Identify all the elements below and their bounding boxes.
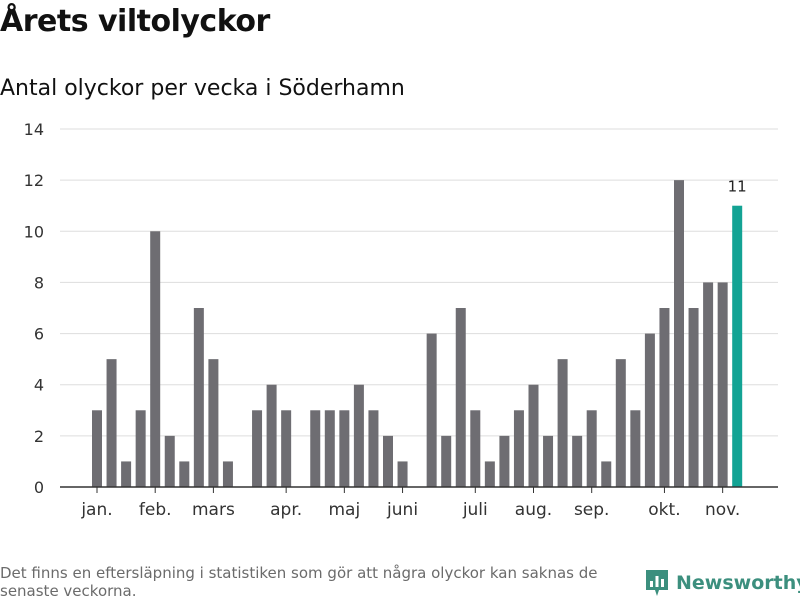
y-tick-label: 2 [34, 427, 44, 446]
x-tick-label: feb. [139, 500, 172, 520]
bar [121, 461, 132, 487]
bar [383, 435, 393, 487]
x-tick-label: okt. [648, 500, 680, 520]
x-tick-label: juni [386, 500, 418, 520]
y-tick-label: 14 [24, 120, 44, 139]
bar [92, 410, 102, 487]
y-tick-label: 0 [34, 478, 44, 497]
bar [528, 384, 539, 487]
bar [557, 359, 568, 487]
y-tick-label: 8 [34, 273, 44, 292]
y-tick-label: 6 [34, 325, 44, 344]
chart-title: Årets viltolyckor [0, 4, 270, 39]
data-label: 11 [728, 178, 747, 196]
brand-name: Newsworthy [676, 572, 800, 594]
bar [368, 410, 379, 487]
bar [193, 308, 204, 487]
bar [426, 333, 437, 487]
bar [717, 282, 728, 487]
bar [164, 435, 175, 487]
bar [659, 308, 670, 487]
bar [470, 410, 481, 487]
brand-logo[interactable]: Newsworthy [644, 568, 800, 598]
bar [135, 410, 146, 487]
bar [324, 410, 335, 487]
x-tick-label: sep. [574, 500, 610, 520]
bar [703, 282, 714, 487]
bar [339, 410, 350, 487]
bar [644, 333, 655, 487]
bar [484, 461, 495, 487]
bar [455, 308, 466, 487]
x-tick-label: apr. [270, 500, 302, 520]
bar [281, 410, 292, 487]
bar [441, 435, 452, 487]
bar [586, 410, 597, 487]
bar [674, 180, 684, 487]
bar [688, 308, 699, 487]
bar [499, 435, 510, 487]
bar [150, 231, 161, 487]
bar [513, 410, 524, 487]
x-tick-label: maj [328, 500, 360, 520]
bar [106, 359, 117, 487]
x-tick-label: nov. [705, 500, 740, 520]
y-tick-label: 10 [24, 222, 44, 241]
bar [601, 461, 612, 487]
bar [615, 359, 626, 487]
x-tick-label: mars [192, 500, 235, 520]
x-tick-label: juli [462, 500, 488, 520]
footnote: Det finns en eftersläpning i statistiken… [0, 564, 598, 600]
bar [353, 384, 364, 487]
bar [397, 461, 408, 487]
bar [310, 410, 321, 487]
bar-chart: 0 2 4 6 8 10 12 14 11 jan. feb. mars apr. maj juni juli… [24, 120, 778, 520]
bar [266, 384, 277, 487]
bar [630, 410, 641, 487]
x-tick-label: jan. [80, 500, 112, 520]
bar [179, 461, 190, 487]
bar [543, 435, 554, 487]
y-tick-label: 4 [34, 376, 44, 395]
bar [732, 205, 743, 487]
bar [222, 461, 233, 487]
chart-subtitle: Antal olyckor per vecka i Söderhamn [0, 76, 405, 101]
x-tick-label: aug. [515, 500, 552, 520]
y-tick-label: 12 [24, 171, 44, 190]
newsworthy-logo-icon [646, 570, 668, 596]
bar [208, 359, 219, 487]
bar [572, 435, 583, 487]
bar [252, 410, 263, 487]
